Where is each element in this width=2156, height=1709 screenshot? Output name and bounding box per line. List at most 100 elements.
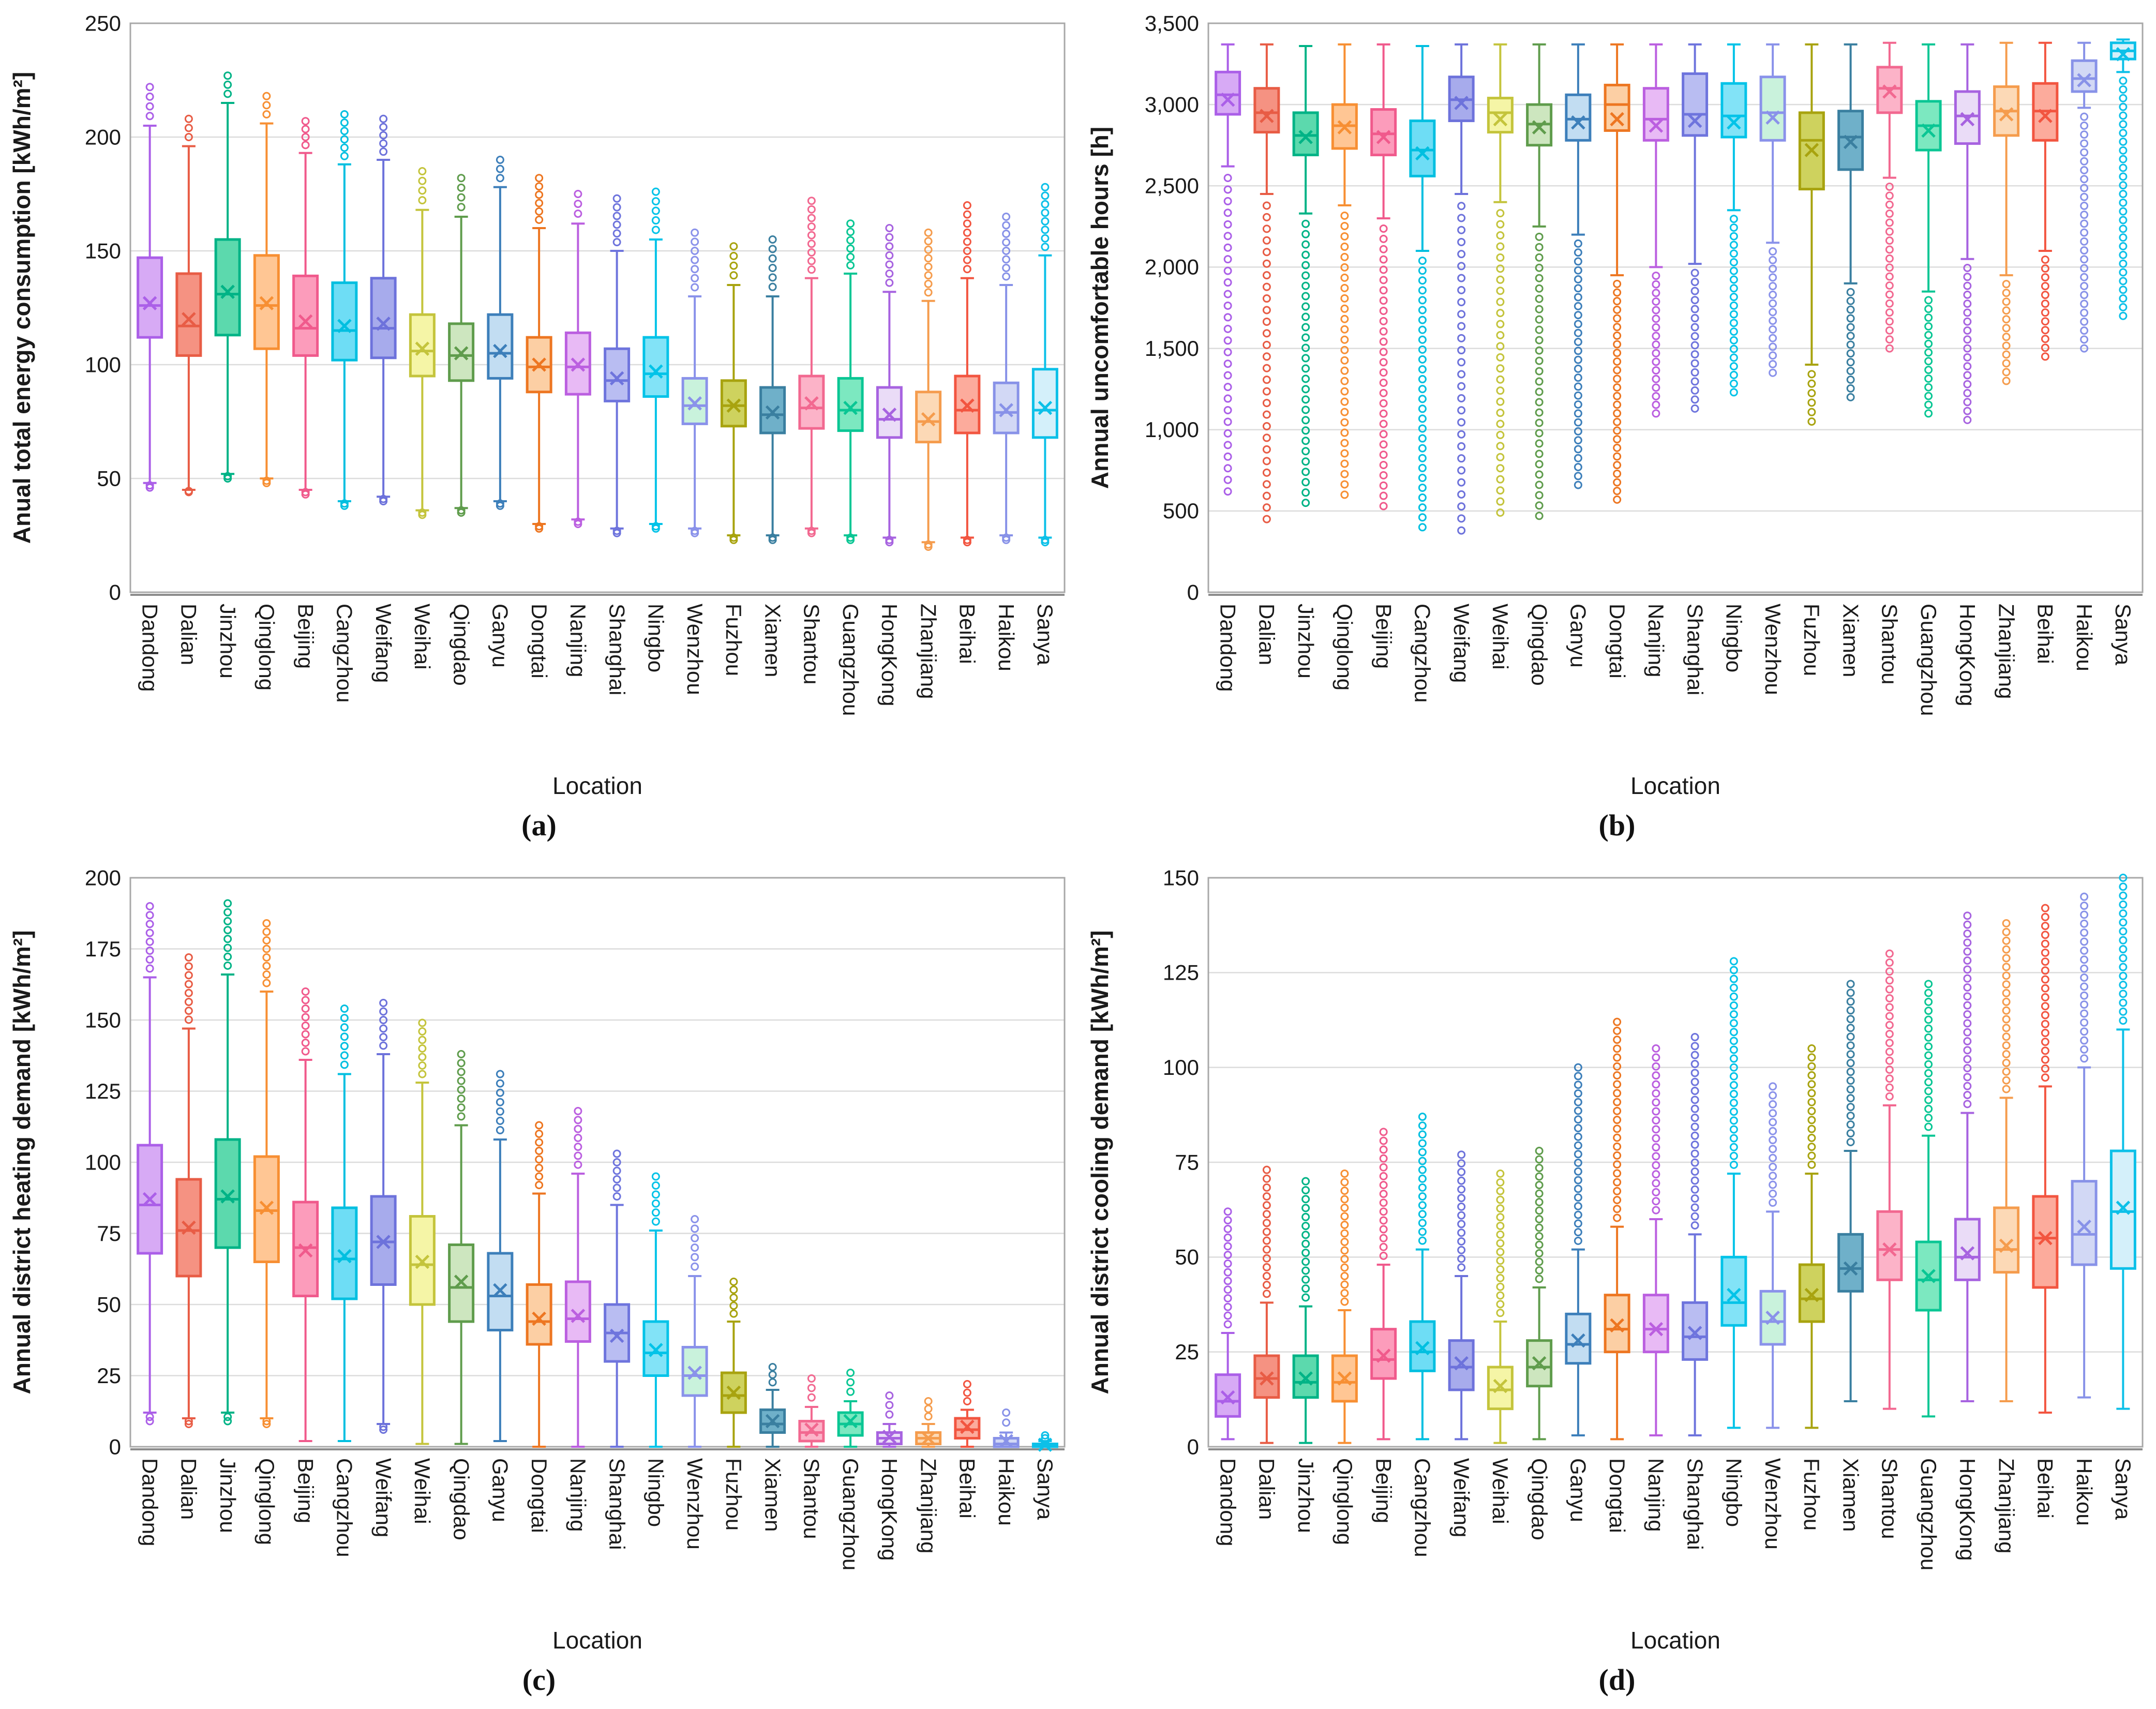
panel-d: 0 25 50 75 100 125 150 Annual district cooling … xyxy=(1078,854,2156,1709)
panel-a: 0 50 100 150 200 250 Anual total energy consum… xyxy=(0,0,1078,854)
svg-text:175: 175 xyxy=(85,937,121,961)
svg-text:Location: Location xyxy=(1630,772,1720,799)
svg-text:Qingdao: Qingdao xyxy=(1527,1458,1551,1540)
svg-text:Nanjing: Nanjing xyxy=(566,1458,590,1532)
panel-c: 0 25 50 75 100 125 150 175 200 Annual district he… xyxy=(0,854,1078,1709)
svg-text:Sanya: Sanya xyxy=(2111,604,2135,666)
svg-text:Nanjing: Nanjing xyxy=(1644,1458,1668,1532)
svg-text:Location: Location xyxy=(552,772,642,799)
svg-text:50: 50 xyxy=(97,466,121,490)
svg-text:Dandong: Dandong xyxy=(1216,1458,1240,1546)
panel-b: 0 500 1,000 1,500 2,000 2,500 3,000 3,500 Annual… xyxy=(1078,0,2156,854)
svg-text:Ningbo: Ningbo xyxy=(644,604,668,672)
svg-text:100: 100 xyxy=(85,1150,121,1174)
svg-text:Fuzhou: Fuzhou xyxy=(722,604,746,676)
svg-text:150: 150 xyxy=(85,238,121,263)
svg-text:Cangzhou: Cangzhou xyxy=(1411,604,1435,702)
svg-text:Cangzhou: Cangzhou xyxy=(333,1458,357,1557)
svg-text:Beihai: Beihai xyxy=(955,604,980,664)
svg-text:Weifang: Weifang xyxy=(371,604,396,683)
svg-text:Shantou: Shantou xyxy=(800,1458,824,1539)
svg-text:Dandong: Dandong xyxy=(138,604,162,692)
svg-text:Ningbo: Ningbo xyxy=(1722,1458,1746,1527)
svg-text:Zhanjiang: Zhanjiang xyxy=(1994,1458,2018,1553)
svg-text:Guangzhou: Guangzhou xyxy=(1917,1458,1941,1570)
svg-text:0: 0 xyxy=(1187,1434,1199,1459)
panel-caption-b: (b) xyxy=(1598,808,1636,842)
svg-text:Weihai: Weihai xyxy=(410,604,435,670)
svg-text:Dalian: Dalian xyxy=(177,604,201,665)
svg-text:Shantou: Shantou xyxy=(1878,604,1902,684)
svg-text:500: 500 xyxy=(1163,499,1199,523)
svg-text:Beijing: Beijing xyxy=(1371,1458,1396,1523)
svg-text:0: 0 xyxy=(109,580,121,604)
boxplot-chart-d: 0 25 50 75 100 125 150 Annual district cooling … xyxy=(1086,865,2144,1654)
svg-text:Ganyu: Ganyu xyxy=(1566,604,1591,668)
svg-text:Qinglong: Qinglong xyxy=(1332,1458,1357,1545)
svg-text:HongKong: HongKong xyxy=(1955,604,1980,707)
svg-text:3,000: 3,000 xyxy=(1145,92,1199,116)
svg-text:125: 125 xyxy=(1163,961,1199,985)
svg-text:HongKong: HongKong xyxy=(1955,1458,1980,1561)
boxplot-chart-c: 0 25 50 75 100 125 150 175 200 Annual district he… xyxy=(8,865,1066,1654)
svg-text:Weifang: Weifang xyxy=(1449,1458,1474,1537)
svg-text:Shanghai: Shanghai xyxy=(605,604,629,696)
svg-text:Qinglong: Qinglong xyxy=(254,1458,279,1545)
svg-text:Dalian: Dalian xyxy=(177,1458,201,1520)
svg-text:50: 50 xyxy=(97,1292,121,1316)
svg-text:25: 25 xyxy=(97,1363,121,1388)
svg-text:Location: Location xyxy=(552,1627,642,1654)
svg-text:Ganyu: Ganyu xyxy=(1566,1458,1591,1522)
panel-caption-a: (a) xyxy=(521,808,557,842)
svg-text:Xiamen: Xiamen xyxy=(1838,604,1863,677)
svg-text:Beihai: Beihai xyxy=(955,1458,980,1519)
svg-text:25: 25 xyxy=(1175,1340,1199,1364)
svg-text:Guangzhou: Guangzhou xyxy=(839,1458,863,1570)
svg-text:Dongtai: Dongtai xyxy=(527,604,551,679)
svg-text:Dongtai: Dongtai xyxy=(527,1458,551,1533)
svg-text:Wenzhou: Wenzhou xyxy=(683,604,707,695)
svg-text:Zhanjiang: Zhanjiang xyxy=(916,1458,940,1553)
svg-text:3,500: 3,500 xyxy=(1145,11,1199,35)
svg-text:Jinzhou: Jinzhou xyxy=(216,604,240,679)
svg-text:Cangzhou: Cangzhou xyxy=(333,604,357,702)
svg-text:Qinglong: Qinglong xyxy=(1332,604,1357,691)
svg-text:Haikou: Haikou xyxy=(2072,604,2097,671)
svg-text:Dalian: Dalian xyxy=(1255,604,1279,665)
svg-text:Dongtai: Dongtai xyxy=(1605,604,1629,679)
svg-text:Dandong: Dandong xyxy=(138,1458,162,1546)
svg-text:Shanghai: Shanghai xyxy=(1683,1458,1707,1550)
svg-text:Cangzhou: Cangzhou xyxy=(1411,1458,1435,1557)
panel-caption-c: (c) xyxy=(522,1663,556,1697)
svg-text:Wenzhou: Wenzhou xyxy=(1761,604,1785,695)
svg-text:Haikou: Haikou xyxy=(994,604,1019,671)
svg-text:Zhanjiang: Zhanjiang xyxy=(1994,604,2018,699)
svg-text:Xiamen: Xiamen xyxy=(760,604,785,677)
svg-text:Beijing: Beijing xyxy=(1371,604,1396,669)
svg-text:100: 100 xyxy=(85,352,121,377)
svg-text:Fuzhou: Fuzhou xyxy=(1800,1458,1824,1531)
svg-text:Haikou: Haikou xyxy=(994,1458,1019,1526)
svg-text:Fuzhou: Fuzhou xyxy=(722,1458,746,1531)
svg-text:Location: Location xyxy=(1630,1627,1720,1654)
svg-text:Qingdao: Qingdao xyxy=(449,1458,473,1540)
svg-text:Ganyu: Ganyu xyxy=(488,604,513,668)
svg-text:1,000: 1,000 xyxy=(1145,417,1199,442)
svg-text:Weihai: Weihai xyxy=(1488,604,1513,670)
svg-text:Ganyu: Ganyu xyxy=(488,1458,513,1522)
svg-text:200: 200 xyxy=(85,125,121,149)
svg-text:Anual total energy consumption: Anual total energy consumption [kWh/m²] xyxy=(8,72,35,544)
svg-text:250: 250 xyxy=(85,11,121,35)
svg-text:HongKong: HongKong xyxy=(877,1458,902,1561)
svg-text:Weifang: Weifang xyxy=(371,1458,396,1537)
svg-text:150: 150 xyxy=(85,1008,121,1032)
svg-text:Zhanjiang: Zhanjiang xyxy=(916,604,940,699)
svg-text:Annual district heating demand: Annual district heating demand [kWh/m²] xyxy=(8,930,35,1394)
svg-text:HongKong: HongKong xyxy=(877,604,902,707)
svg-text:Qingdao: Qingdao xyxy=(449,604,473,686)
svg-text:125: 125 xyxy=(85,1079,121,1103)
svg-text:Haikou: Haikou xyxy=(2072,1458,2097,1526)
boxplot-chart-a: 0 50 100 150 200 250 Anual total energy consum… xyxy=(8,11,1066,799)
boxplot-chart-b: 0 500 1,000 1,500 2,000 2,500 3,000 3,500 Annual… xyxy=(1086,11,2144,799)
